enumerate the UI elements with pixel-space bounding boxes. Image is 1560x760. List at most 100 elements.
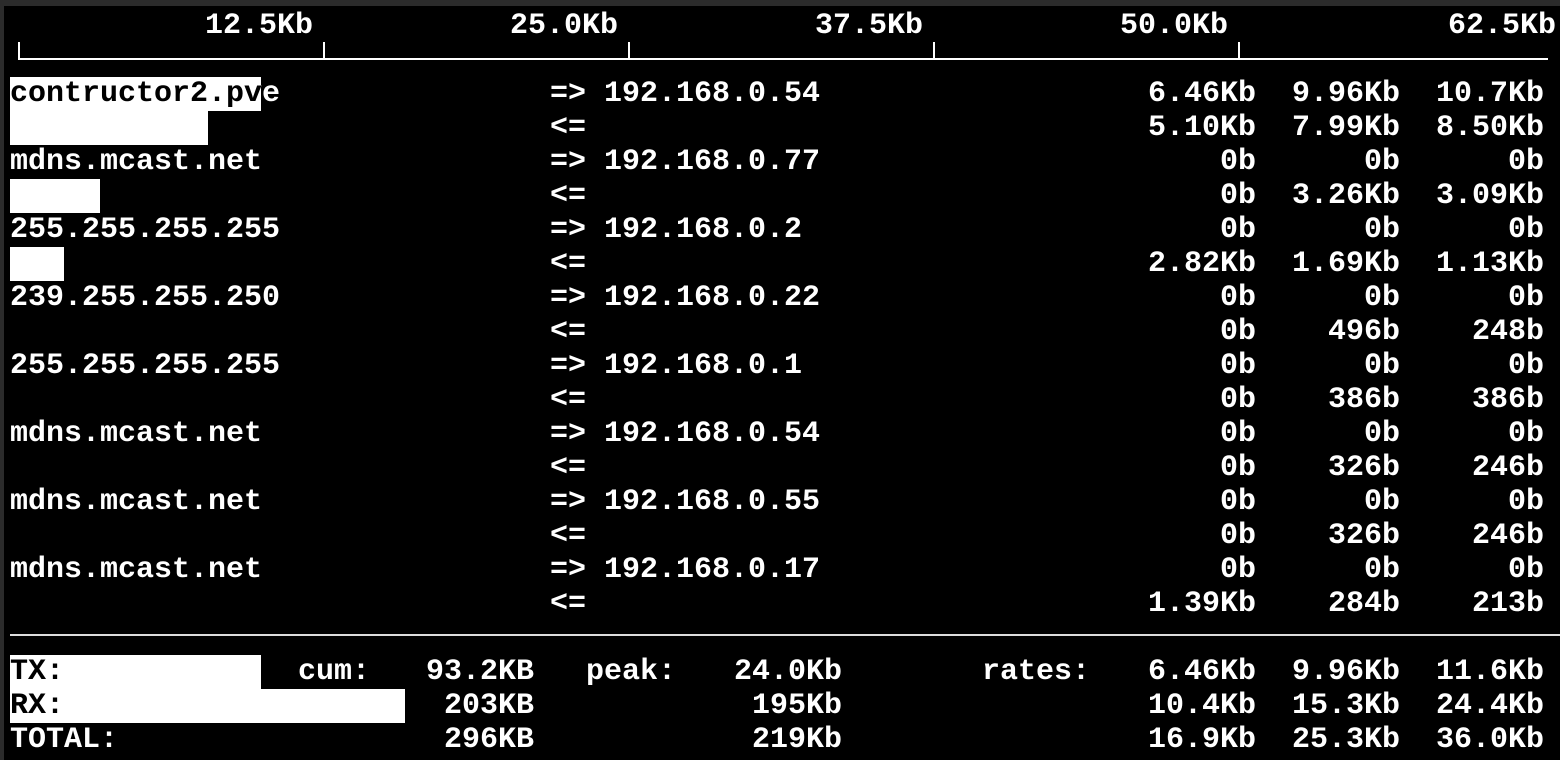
rate-r2: 0b <box>1219 145 1256 179</box>
total-label: TOTAL: <box>10 723 119 757</box>
rate-r40: 10.7Kb <box>1435 77 1544 111</box>
rate-r40: 0b <box>1507 553 1544 587</box>
total-rate-r2: 10.4Kb <box>1147 689 1256 723</box>
scale-tick <box>933 42 935 60</box>
rate-r40: 248b <box>1471 315 1544 349</box>
scale-tick <box>628 42 630 60</box>
rate-r10: 3.26Kb <box>1291 179 1400 213</box>
direction-arrow: => <box>550 77 587 111</box>
rate-r2: 0b <box>1219 553 1256 587</box>
rate-r10: 0b <box>1363 485 1400 519</box>
traffic-bar <box>10 77 262 111</box>
rate-r10: 0b <box>1363 145 1400 179</box>
rate-r10: 0b <box>1363 281 1400 315</box>
scale-label: 62.5Kb <box>1447 9 1556 43</box>
scale-tick-0 <box>18 42 20 60</box>
rate-r2: 0b <box>1219 417 1256 451</box>
scale-label: 12.5Kb <box>204 9 313 43</box>
rate-r2: 0b <box>1219 519 1256 553</box>
rate-r10: 326b <box>1327 519 1400 553</box>
rate-r2: 0b <box>1219 383 1256 417</box>
rate-r2: 6.46Kb <box>1147 77 1256 111</box>
total-rate-r10: 9.96Kb <box>1291 655 1400 689</box>
connection-host: 255.255.255.255 <box>10 213 281 247</box>
rate-r40: 0b <box>1507 281 1544 315</box>
rate-r10: 1.69Kb <box>1291 247 1400 281</box>
connection-host: mdns.mcast.net <box>10 485 263 519</box>
rate-r2: 0b <box>1219 281 1256 315</box>
total-peak: 24.0Kb <box>733 655 842 689</box>
rate-r40: 0b <box>1507 349 1544 383</box>
traffic-bar <box>10 179 101 213</box>
rate-r10: 0b <box>1363 417 1400 451</box>
direction-arrow: <= <box>550 519 587 553</box>
connection-host: mdns.mcast.net <box>10 145 263 179</box>
rate-r10: 7.99Kb <box>1291 111 1400 145</box>
direction-arrow: => <box>550 485 587 519</box>
connection-host: mdns.mcast.net <box>10 417 263 451</box>
direction-arrow: <= <box>550 451 587 485</box>
connection-host: mdns.mcast.net <box>10 553 263 587</box>
rate-r40: 0b <box>1507 417 1544 451</box>
rate-r10: 0b <box>1363 349 1400 383</box>
rate-r2: 5.10Kb <box>1147 111 1256 145</box>
direction-arrow: <= <box>550 179 587 213</box>
total-rate-r2: 16.9Kb <box>1147 723 1256 757</box>
direction-arrow: <= <box>550 111 587 145</box>
total-rate-r40: 24.4Kb <box>1435 689 1544 723</box>
traffic-bar <box>10 111 208 145</box>
total-bar <box>10 655 262 689</box>
scale-tick <box>323 42 325 60</box>
rate-r10: 0b <box>1363 553 1400 587</box>
rate-r2: 0b <box>1219 213 1256 247</box>
rate-r40: 0b <box>1507 145 1544 179</box>
connection-peer: 192.168.0.17 <box>604 553 821 587</box>
rate-r10: 326b <box>1327 451 1400 485</box>
rate-r2: 0b <box>1219 485 1256 519</box>
rates-label: rates: <box>982 655 1091 689</box>
connection-peer: 192.168.0.22 <box>604 281 821 315</box>
connection-host: 255.255.255.255 <box>10 349 281 383</box>
connection-peer: 192.168.0.2 <box>604 213 803 247</box>
direction-arrow: => <box>550 349 587 383</box>
rate-r10: 386b <box>1327 383 1400 417</box>
direction-arrow: => <box>550 281 587 315</box>
connection-peer: 192.168.0.55 <box>604 485 821 519</box>
scale-axis <box>18 58 1548 60</box>
scale-tick <box>1238 42 1240 60</box>
rate-r40: 213b <box>1471 587 1544 621</box>
direction-arrow: <= <box>550 247 587 281</box>
rate-r40: 0b <box>1507 485 1544 519</box>
scale-label: 50.0Kb <box>1119 9 1228 43</box>
total-rate-r40: 11.6Kb <box>1435 655 1544 689</box>
rate-r10: 0b <box>1363 213 1400 247</box>
rate-r2: 0b <box>1219 349 1256 383</box>
rate-r40: 8.50Kb <box>1435 111 1544 145</box>
direction-arrow: <= <box>550 315 587 349</box>
total-peak: 219Kb <box>751 723 842 757</box>
direction-arrow: => <box>550 213 587 247</box>
total-label: TX: <box>10 655 65 689</box>
direction-arrow: => <box>550 417 587 451</box>
connection-peer: 192.168.0.1 <box>604 349 803 383</box>
total-peak: 195Kb <box>751 689 842 723</box>
rate-r40: 0b <box>1507 213 1544 247</box>
connection-peer: 192.168.0.54 <box>604 77 821 111</box>
total-label: RX: <box>10 689 65 723</box>
rate-r2: 0b <box>1219 315 1256 349</box>
scale-label: 37.5Kb <box>814 9 923 43</box>
total-rate-r10: 15.3Kb <box>1291 689 1400 723</box>
rate-r40: 246b <box>1471 519 1544 553</box>
traffic-bar <box>10 247 64 281</box>
direction-arrow: <= <box>550 383 587 417</box>
rate-r40: 3.09Kb <box>1435 179 1544 213</box>
connection-host: 239.255.255.250 <box>10 281 281 315</box>
direction-arrow: => <box>550 553 587 587</box>
connection-peer: 192.168.0.77 <box>604 145 821 179</box>
rate-r2: 0b <box>1219 451 1256 485</box>
total-bar <box>10 689 406 723</box>
rate-r40: 386b <box>1471 383 1544 417</box>
direction-arrow: <= <box>550 587 587 621</box>
total-cum: 296KB <box>443 723 534 757</box>
connection-host: contructor2.pve <box>10 77 281 111</box>
